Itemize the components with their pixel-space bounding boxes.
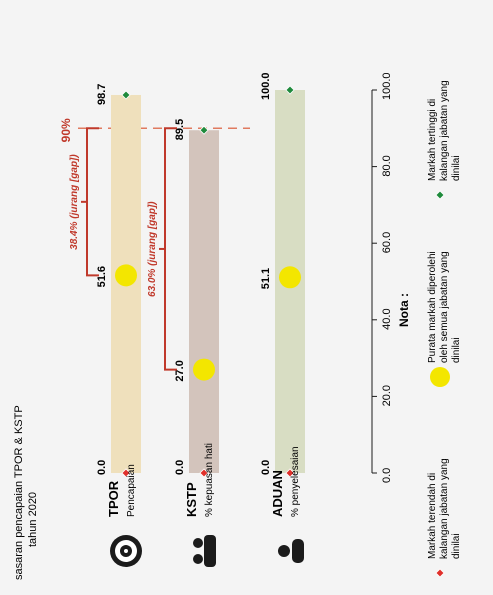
- legend-marker-high: [435, 190, 445, 200]
- range-bar-kstp: [189, 130, 219, 473]
- complaint-person-icon: [278, 545, 290, 557]
- row-sub-tpor: Pencapaian: [126, 464, 137, 517]
- complaint-person-icon: [292, 539, 304, 563]
- x-axis-tick-label: 60.0: [381, 232, 393, 253]
- legend-label-2: Markah tertinggi dikalangan jabatan yang…: [427, 80, 462, 181]
- min-marker-tpor: [121, 468, 131, 478]
- avg-label-tpor: 51.6: [96, 266, 108, 287]
- min-label-kstp: 0.0: [174, 460, 186, 475]
- avg-label-kstp: 27.0: [174, 360, 186, 381]
- gap-label-tpor: 38.4% (jurang [gap]): [69, 154, 80, 250]
- max-label-tpor: 98.7: [96, 84, 108, 105]
- legend-label-1: Purata markah diperolehioleh semua jabat…: [427, 251, 462, 363]
- people-group-icon: [204, 535, 216, 567]
- row-sub-aduan: % penyelesaian: [290, 446, 301, 517]
- avg-marker-kstp: [193, 358, 215, 381]
- x-axis-tick-label: 100.0: [381, 72, 393, 100]
- max-label-kstp: 89.5: [174, 119, 186, 140]
- legend-label-0: Markah terendah dikalangan jabatan yangd…: [427, 458, 462, 559]
- x-axis-tick-label: 80.0: [381, 155, 393, 176]
- x-axis-tick-label: 40.0: [381, 308, 393, 329]
- people-group-icon: [193, 538, 203, 548]
- people-group-icon: [193, 554, 203, 564]
- avg-marker-tpor: [115, 264, 137, 287]
- row-name-aduan: ADUAN: [270, 470, 285, 517]
- gap-bracket-tpor: [86, 127, 99, 277]
- x-axis-tick-label: 20.0: [381, 385, 393, 406]
- target-label: 90%: [59, 118, 73, 142]
- target-icon: [124, 549, 128, 553]
- legend-marker-low: [435, 568, 445, 578]
- chart-title-line2: tahun 2020: [27, 492, 39, 547]
- row-sub-kstp: % kepuasan hati: [204, 443, 215, 517]
- legend-title: Nota :: [397, 293, 411, 327]
- max-label-aduan: 100.0: [260, 72, 272, 100]
- row-name-tpor: TPOR: [106, 480, 121, 517]
- gap-bracket-kstp: [164, 127, 177, 371]
- min-marker-kstp: [199, 468, 209, 478]
- max-marker-kstp: [199, 125, 209, 135]
- avg-marker-aduan: [279, 266, 301, 289]
- chart-title-line1: sasaran pencapaian TPOR & KSTP: [13, 405, 25, 580]
- row-name-kstp: KSTP: [184, 482, 199, 517]
- gap-label-kstp: 63.0% (jurang [gap]): [147, 201, 158, 297]
- max-marker-aduan: [285, 85, 295, 95]
- min-label-aduan: 0.0: [260, 460, 272, 475]
- max-marker-tpor: [121, 90, 131, 100]
- x-axis-tick-label: 0.0: [381, 468, 393, 483]
- min-marker-aduan: [285, 468, 295, 478]
- legend-marker-avg: [430, 367, 450, 387]
- avg-label-aduan: 51.1: [260, 268, 272, 289]
- min-label-tpor: 0.0: [96, 460, 108, 475]
